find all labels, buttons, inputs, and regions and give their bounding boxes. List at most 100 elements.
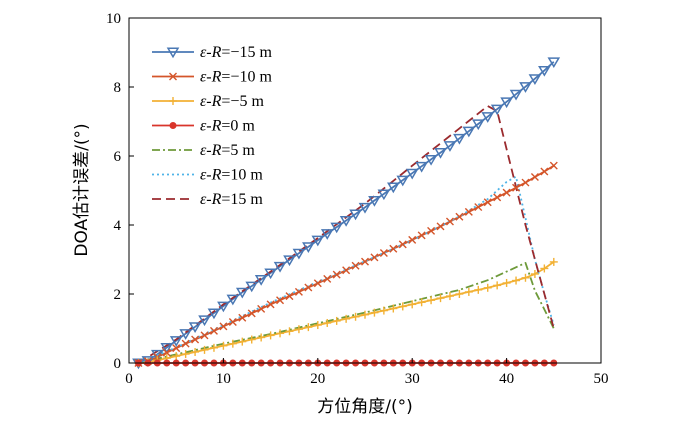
series-1-point <box>521 178 530 187</box>
series-1-point <box>228 317 237 326</box>
series-0-point <box>434 148 447 159</box>
series-1-point <box>530 173 539 182</box>
series-1-point <box>332 270 341 279</box>
series-line-0 <box>138 61 555 364</box>
series-1-point <box>304 283 313 292</box>
series-2-point <box>285 327 294 336</box>
series-1-point <box>370 253 379 262</box>
series-0-point <box>396 175 410 187</box>
legend-marker-2 <box>169 97 177 105</box>
series-1-point <box>313 279 322 288</box>
series-2-point <box>493 281 502 290</box>
legend-label-2: ε-R=−5 m <box>200 93 264 110</box>
series-1-point <box>474 203 483 212</box>
series-2-point <box>408 300 417 309</box>
plot-markers <box>132 57 561 370</box>
series-1-point <box>361 257 369 266</box>
series-0-point <box>368 196 381 207</box>
series-2-point <box>332 316 341 325</box>
series-1-point <box>502 188 511 197</box>
plot-frame <box>128 17 602 364</box>
series-2-point <box>228 339 237 348</box>
series-0-point <box>481 112 495 123</box>
series-2-point <box>549 257 558 266</box>
series-1-point <box>549 161 558 170</box>
series-2-point <box>351 312 360 321</box>
series-0-point <box>264 268 277 280</box>
series-0-point <box>462 126 476 138</box>
legend-label-5: ε-R=10 m <box>200 167 263 184</box>
series-2-point <box>181 350 190 359</box>
series-1-point <box>172 344 181 353</box>
series-0-point <box>235 287 249 299</box>
series-2-point <box>294 325 303 334</box>
series-0-point <box>490 104 504 116</box>
series-0-point <box>179 329 192 340</box>
legend-marker-1 <box>169 72 177 81</box>
series-0-point <box>424 154 438 166</box>
y-tick-label: 8 <box>114 80 122 96</box>
series-1-point <box>200 331 209 340</box>
series-0-point <box>302 242 315 253</box>
series-2-point <box>238 337 247 346</box>
series-0-point <box>500 97 513 109</box>
legend-label-3: ε-R=0 m <box>200 118 255 135</box>
series-0-point <box>311 235 325 247</box>
series-0-point <box>226 294 240 306</box>
series-2-point <box>276 329 285 338</box>
legend: ε-R=−15 m ε-R=−10 m ε-R=−5 m ε-R=0 m ε-R=5 m… <box>152 44 272 208</box>
series-1-point <box>323 274 332 283</box>
series-2-point <box>483 283 492 292</box>
series-1-point <box>342 266 351 275</box>
series-0-point <box>330 222 343 234</box>
series-1-point <box>389 244 398 253</box>
axes: 0 10 20 30 40 50 0 2 4 6 8 10 <box>106 11 609 387</box>
y-tick-label: 10 <box>106 11 121 27</box>
series-1-point <box>540 167 549 176</box>
series-2-point <box>427 296 436 305</box>
series-1-point <box>398 240 407 249</box>
series-1-point <box>408 235 417 244</box>
legend-label-1: ε-R=−10 m <box>200 69 272 86</box>
series-1-point <box>247 309 256 318</box>
series-2-point <box>342 314 351 323</box>
series-0-point <box>538 65 551 77</box>
series-1-point <box>512 183 521 192</box>
series-2-point <box>464 287 473 296</box>
series-1-point <box>464 207 473 216</box>
series-2-point <box>361 310 369 319</box>
series-0-point <box>387 182 400 194</box>
series-line-4 <box>138 261 555 364</box>
series-0-point <box>292 248 306 260</box>
series-2-point <box>389 304 398 313</box>
series-1-point <box>294 287 303 296</box>
series-0-point <box>188 322 202 334</box>
series-2-point <box>191 347 200 356</box>
legend-marker-0 <box>166 47 180 59</box>
x-tick-label: 40 <box>499 371 514 387</box>
series-0-point <box>358 202 372 214</box>
series-0-point <box>528 74 542 85</box>
series-1-point <box>417 231 426 240</box>
series-0-point <box>160 342 174 354</box>
x-tick-label: 0 <box>125 371 133 387</box>
series-2-point <box>379 306 388 315</box>
series-2-point <box>398 302 407 311</box>
series-0-point <box>320 229 334 240</box>
y-tick-label: 0 <box>114 356 122 372</box>
series-0-point <box>349 209 362 221</box>
series-2-point <box>370 308 379 317</box>
y-tick-label: 4 <box>114 218 122 234</box>
series-1-point <box>181 339 190 348</box>
y-tick-label: 2 <box>114 287 122 303</box>
series-2-point <box>313 321 322 330</box>
series-0-point <box>198 315 211 327</box>
series-0-point <box>453 133 466 145</box>
series-2-point <box>219 341 228 350</box>
series-0-point <box>207 308 221 320</box>
series-2-point <box>445 292 454 301</box>
series-0-point <box>217 301 230 313</box>
x-axis-title: 方位角度/(°) <box>317 397 413 417</box>
series-1-point <box>257 304 266 313</box>
